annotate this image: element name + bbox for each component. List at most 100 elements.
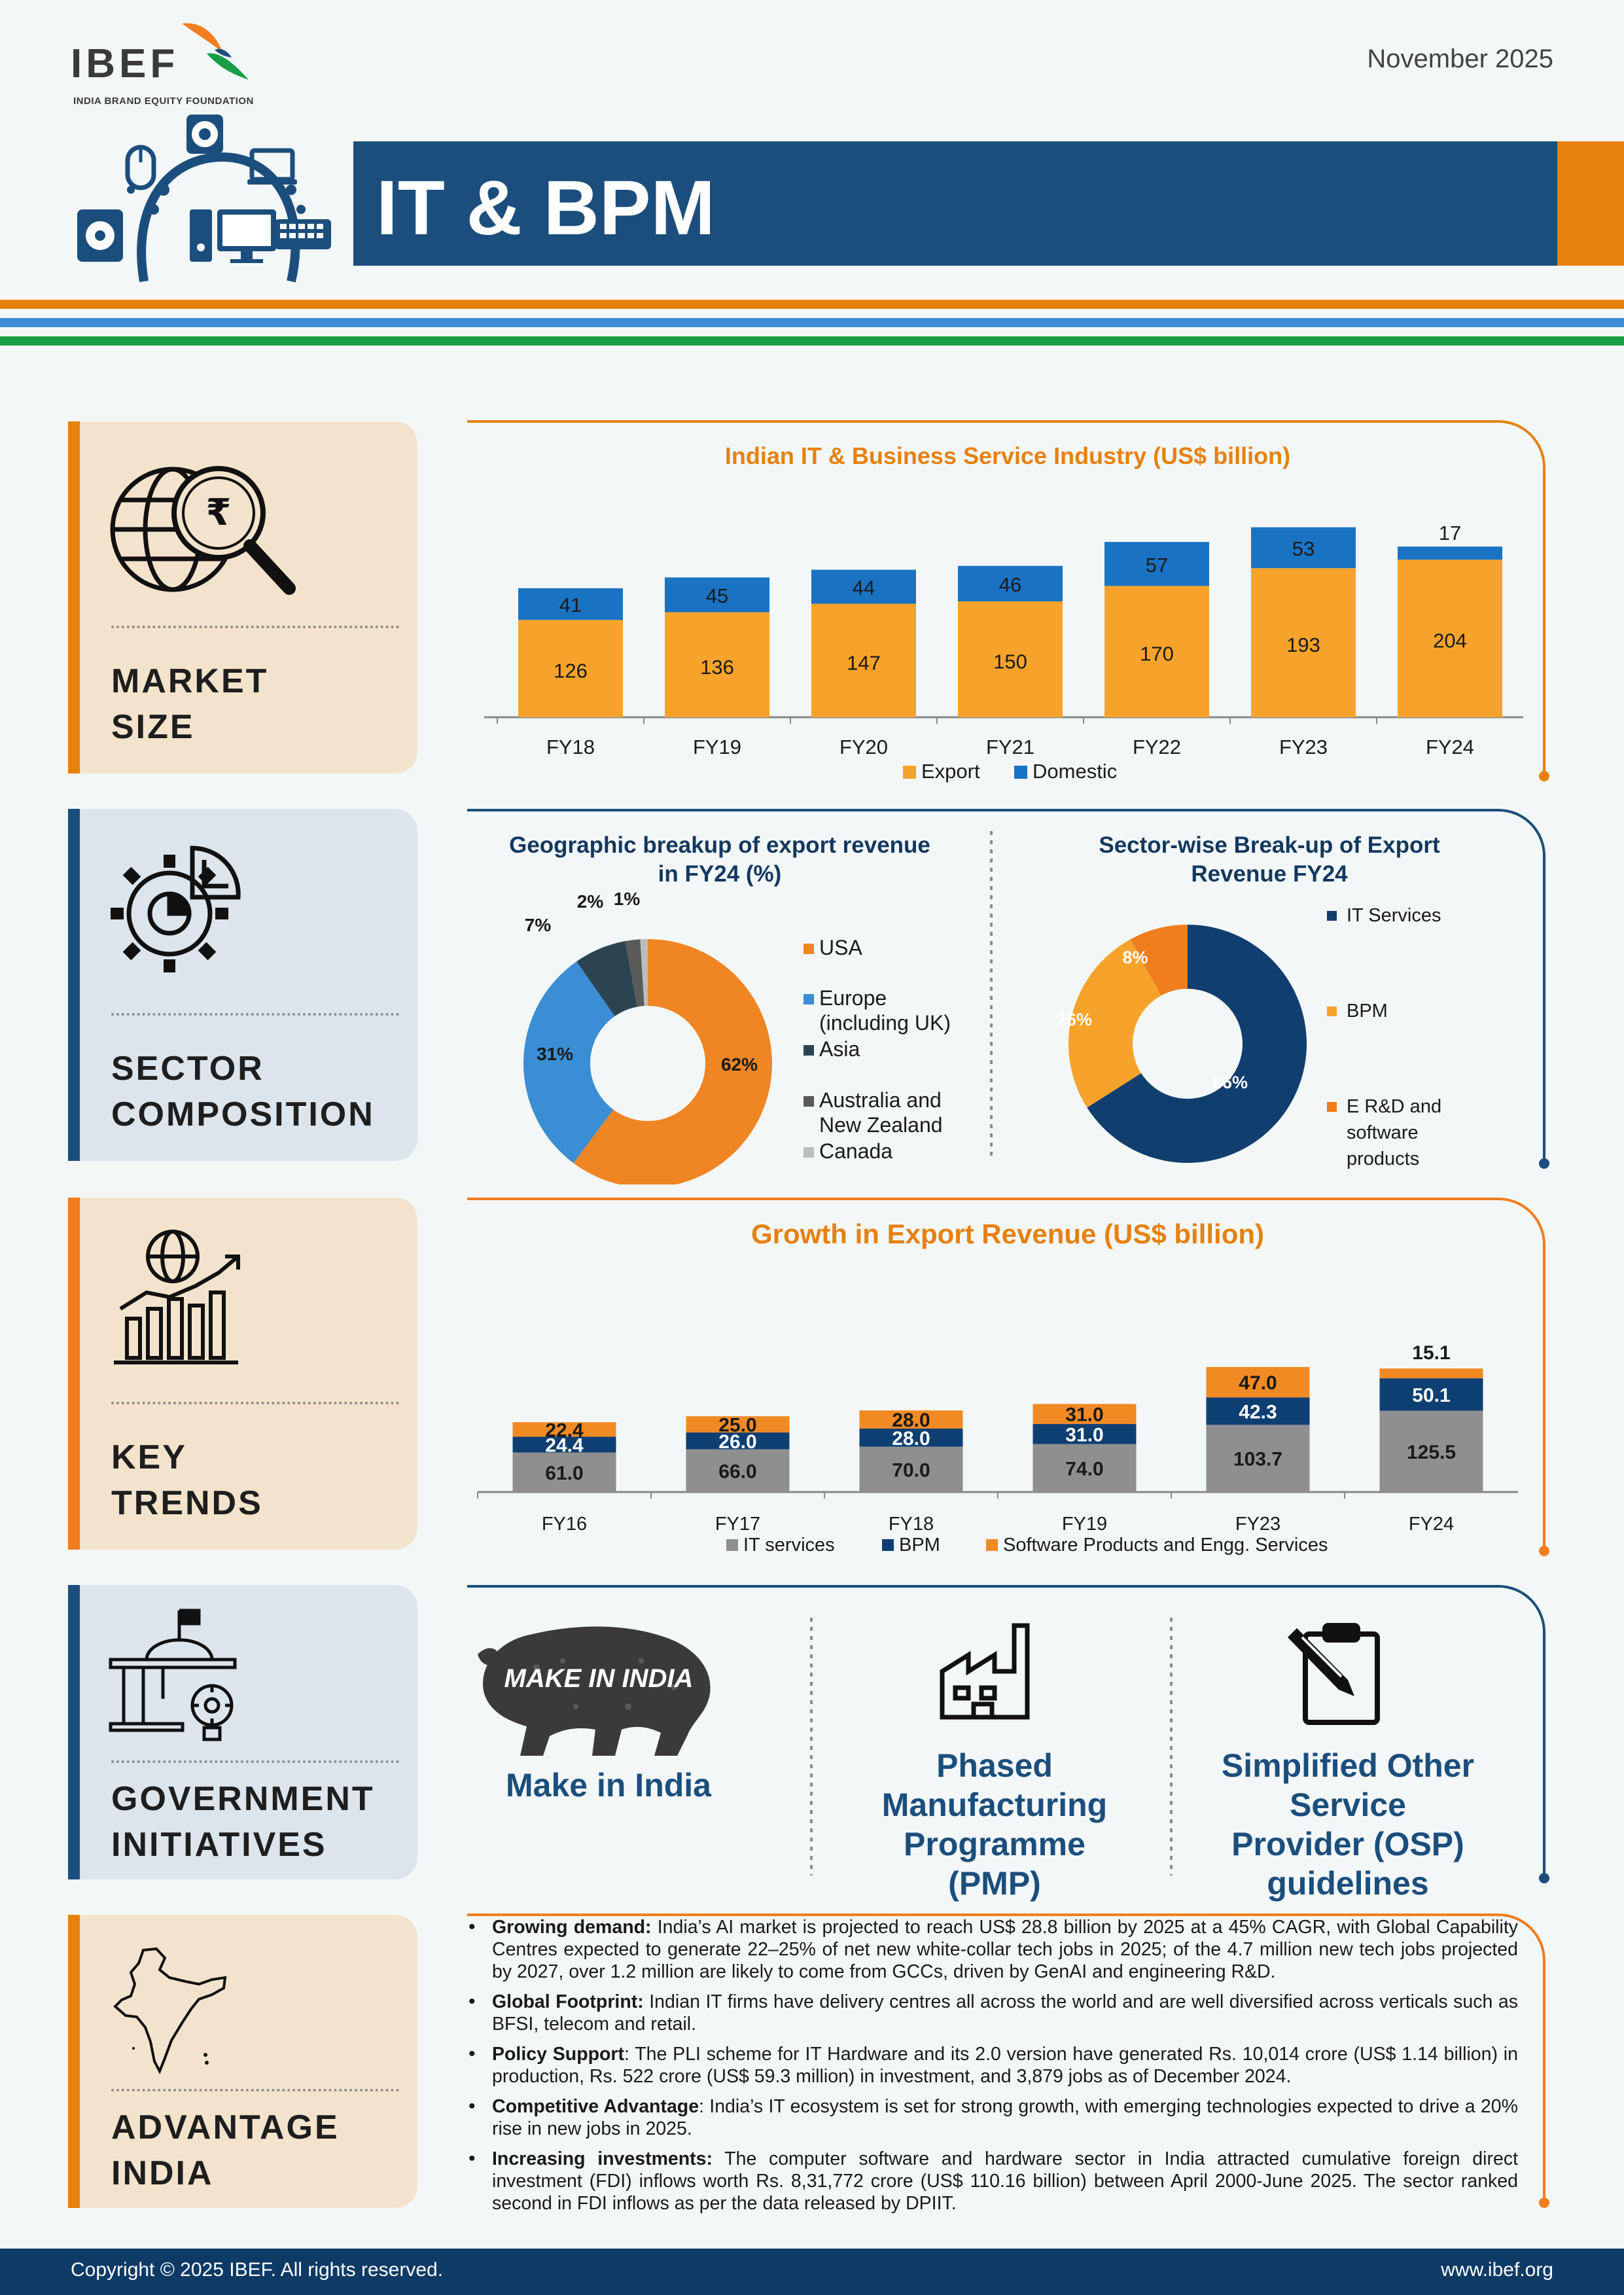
data-label: 17 [1439, 522, 1461, 544]
data-label: 170 [1140, 643, 1174, 666]
slice-0 [1087, 925, 1307, 1163]
tick-label-fy18: FY18 [546, 736, 595, 758]
legend-swatch [803, 1147, 814, 1158]
legend-label: New Zealand [819, 1113, 943, 1137]
bar-domestic-fy19 [665, 577, 769, 613]
bar-segment-fy16 [512, 1422, 616, 1437]
sector-donut-chart: 66% 26% 8% IT Services BPM E R&D and software p… [1057, 905, 1441, 1169]
data-label: 45 [706, 584, 728, 607]
legend-swatch [1327, 1102, 1337, 1112]
bar-domestic-fy18 [518, 588, 623, 620]
legend-swatch [803, 1096, 814, 1107]
osp-title: Simplified Other Service Provider (OSP) … [1221, 1747, 1475, 1902]
data-label: 15.1 [1412, 1342, 1450, 1364]
pmp-title: Phased Manufacturing Programme (PMP) [881, 1747, 1108, 1902]
advantage-item: Policy Support: The PLI scheme for IT Ha… [465, 2043, 1518, 2088]
slice-label: 31% [537, 1044, 573, 1064]
bar-segment-fy23 [1206, 1366, 1310, 1398]
legend-label: (including UK) [819, 1011, 951, 1035]
market-size-card: ₹ MARKET SIZE [68, 421, 417, 774]
bar-domestic-fy24 [1398, 546, 1502, 560]
data-label: 70.0 [892, 1459, 930, 1481]
data-label: 150 [993, 650, 1027, 673]
website-link[interactable]: www.ibef.org [1441, 2259, 1553, 2281]
legend-swatch [803, 944, 814, 954]
bar-segment-fy24 [1379, 1378, 1483, 1411]
bar-domestic-fy23 [1251, 527, 1356, 569]
tick-label-fy20: FY20 [839, 736, 888, 758]
government-initiatives-card: GOVERNMENT INITIATIVES [68, 1585, 417, 1879]
slice-0 [573, 939, 772, 1184]
globe-bar-growth-icon [114, 1230, 240, 1364]
make-in-india-title: Make in India [506, 1767, 711, 1804]
footer-bar [0, 2249, 1624, 2295]
bird-logo-icon [182, 23, 249, 80]
advantage-item: Global Footprint: Indian IT firms have d… [465, 1991, 1518, 2035]
legend-swatch [1327, 1006, 1337, 1016]
data-label: 24.4 [545, 1435, 584, 1457]
bar-segment-fy18 [859, 1428, 963, 1447]
growth-chart: 61.0 24.422.4 FY16 66.0 26.025.0 FY17 70.0 28.0… [477, 1342, 1518, 1556]
bar-segment-fy23 [1206, 1397, 1310, 1425]
legend-label: products [1347, 1148, 1419, 1169]
title-banner-accent [1557, 141, 1624, 266]
slice-2 [576, 941, 637, 1016]
data-label: 147 [847, 651, 881, 674]
svg-text:MAKE IN INDIA: MAKE IN INDIA [504, 1664, 694, 1693]
data-label: 22.4 [545, 1419, 584, 1441]
geo-donut-chart: 62% 31% 7% 2% 1% USA Europe(including UK)Asia A… [523, 889, 951, 1184]
legend-label: Canada [819, 1139, 892, 1163]
sector-chart-title: Sector-wise Break-up of Export Revenue F… [1099, 832, 1440, 887]
bar-export-fy20 [811, 603, 916, 717]
bar-segment-fy16 [512, 1436, 616, 1453]
legend-label: Australia and [819, 1088, 942, 1112]
legend-swatch [803, 1045, 814, 1056]
advantage-india-card: ADVANTAGE INDIA [68, 1915, 417, 2208]
bar-domestic-fy20 [811, 569, 916, 604]
bar-segment-fy23 [1206, 1425, 1310, 1492]
publication-date: November 2025 [1367, 44, 1553, 73]
market-size-label: MARKET SIZE [111, 662, 269, 746]
orange-stripe [0, 300, 1624, 309]
data-label: 193 [1286, 633, 1320, 656]
legend-swatch-domestic [1014, 766, 1027, 779]
bar-segment-fy17 [686, 1432, 790, 1450]
bar-export-fy21 [958, 601, 1063, 717]
logo-wordmark: IBEF [71, 41, 179, 86]
advantage-item: Increasing investments: The computer sof… [465, 2148, 1518, 2215]
tick-label-fy21: FY21 [986, 736, 1034, 758]
data-label: 25.0 [718, 1415, 756, 1436]
legend-label: IT services [743, 1535, 835, 1556]
government-initiatives-label: GOVERNMENT INITIATIVES [111, 1780, 375, 1864]
legend-swatch [1327, 911, 1337, 921]
data-label: 125.5 [1407, 1442, 1456, 1463]
data-label: 28.0 [892, 1428, 930, 1450]
svg-text:₹: ₹ [206, 491, 232, 534]
slice-3 [625, 939, 644, 1007]
title-banner [353, 141, 1557, 266]
sector-composition-label: SECTOR COMPOSITION [111, 1050, 375, 1133]
clipboard-pen-icon [1288, 1623, 1380, 1725]
bar-segment-fy17 [686, 1449, 790, 1492]
slice-label: 2% [577, 891, 604, 912]
sector-composition-card: SECTOR COMPOSITION [68, 809, 417, 1161]
legend-swatch-export [903, 766, 916, 779]
bar-export-fy24 [1398, 560, 1502, 717]
advantage-list: Growing demand: India’s AI market is pro… [465, 1916, 1518, 2222]
government-building-bulb-icon [109, 1609, 237, 1741]
tick-label-fy19: FY19 [1062, 1514, 1107, 1535]
bar-segment-fy24 [1379, 1368, 1483, 1379]
legend-swatch [882, 1539, 894, 1551]
bar-segment-fy19 [1033, 1424, 1137, 1444]
lion-logo-icon: MAKE IN INDIA [478, 1626, 711, 1756]
india-map-icon [113, 1947, 227, 2074]
bar-segment-fy18 [859, 1410, 963, 1429]
data-label: 53 [1292, 537, 1315, 560]
slice-label: 7% [525, 915, 552, 935]
globe-rupee-magnifier-icon: ₹ [110, 466, 296, 595]
slice-1 [1068, 939, 1161, 1108]
tick-label-fy16: FY16 [542, 1514, 587, 1535]
legend-label: Asia [819, 1037, 860, 1061]
legend-label: BPM [899, 1535, 940, 1556]
data-label: 126 [554, 660, 588, 683]
